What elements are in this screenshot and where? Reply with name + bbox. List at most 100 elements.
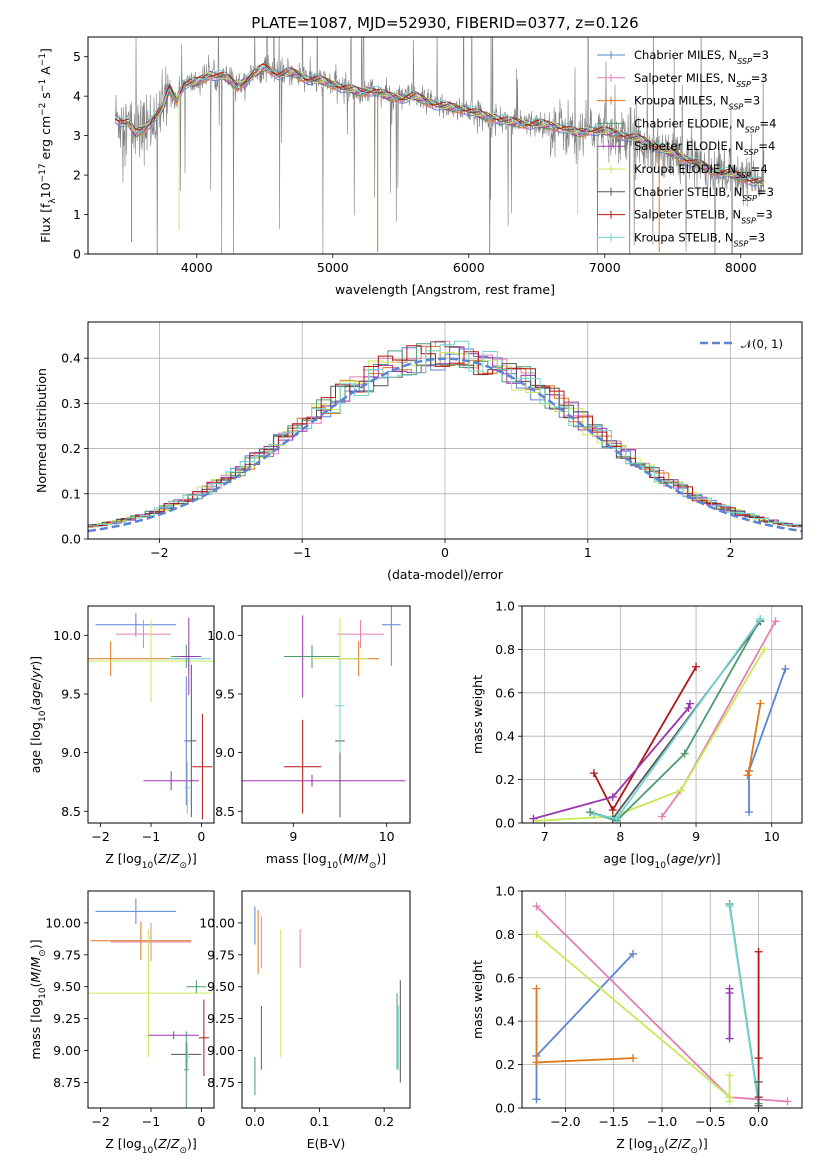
mass_weight_vs_Z-ytick-label: 0.8 [495,927,515,942]
mass_weight_vs_age-data-group [529,615,790,823]
mass_weight_vs_Z-xlabel-part: )] [698,1136,708,1151]
legend-label-part: Kroupa ELODIE, N [634,162,736,176]
legend-label-part: Salpeter STELIB, N [634,208,741,222]
mass_weight_vs_age-point-salpeter_stelib [608,805,617,814]
mass_weight_vs_Z-xtick-label: −0.5 [695,1114,725,1129]
mass_weight_vs_age-xlabel-part: )] [711,851,721,866]
mass_vs_Z-ytick-label: 8.75 [53,1075,81,1090]
residuals-xlabel: (data-model)/error [387,567,504,582]
mass_weight_vs_Z-point-chabrier_stelib [754,1101,763,1108]
legend-label-part: Salpeter ELODIE, N [634,139,744,153]
legend-label-part: SSP [737,57,752,66]
mass_vs_Z-ylabel-part: mass [log [28,999,43,1060]
age_vs_mass-axes-frame [241,605,411,824]
spectrum-ylabel-part: −1 [38,79,48,92]
legend-label-part: SSP [744,148,759,157]
residuals-xtick-label: 0 [441,545,449,560]
mass_weight_vs_age-point-salpeter_stelib [692,662,701,671]
mass_vs_ebv-data-group [254,906,401,1096]
mass_weight_vs_age-xlabel: age [log10(age/yr)] [603,851,720,871]
mass_vs_ebv-ytick-label: 9.50 [207,979,235,994]
age_vs_mass-xlabel-part: ⊙ [369,861,377,871]
mass_weight_vs_Z-xtick-label: −1.5 [599,1114,629,1129]
mass_vs_Z-xtick-label: 0 [197,1114,205,1129]
spectrum-ylabel-part: λ [48,198,58,204]
mass_weight_vs_Z-point-kroupa_stelib [725,902,734,911]
legend-label-part: SSP [745,125,760,134]
residuals-legend: 𝒩(0, 1) [700,337,783,351]
spectrum-xtick-label: 6000 [453,260,485,275]
mass_weight_vs_age-point-salpeter_elodie [684,703,693,712]
residuals-frame: −2 −1 0 1 2 0.0 0.1 0.2 0.3 0.4 [61,321,803,560]
mass_weight_vs_Z-xlabel-part: ⊙ [690,1146,698,1156]
mass_vs_ebv-xlabel: E(B-V) [307,1136,346,1151]
mass_weight_vs_age-point-salpeter_elodie [608,792,617,801]
spectrum-legend-label: Salpeter ELODIE, NSSP=4 [634,139,775,157]
mass_weight_vs_Z-ytick-label: 1.0 [495,884,515,899]
age_vs_mass-xtick-label: 10 [379,829,395,844]
age_vs_mass-ytick-label: 9.0 [215,745,235,760]
mass_vs_ebv-axes-frame [241,890,411,1109]
spectrum-model-chabrier_stelib [114,62,765,184]
mass_vs_ebv-xtick-label: 0.2 [374,1114,394,1129]
legend-label-part: SSP [742,193,757,202]
mass_weight_vs_age-point-chabrier_miles [781,664,790,673]
spectrum-ylabel-part: −1 [38,53,48,66]
mass_weight_vs_Z-ytick-label: 0.4 [495,1014,515,1029]
age_vs_Z-data-group [88,613,214,820]
age_vs_Z-ylabel-part: ( [28,706,43,711]
mass_weight_vs_age-point-chabrier_elodie [680,749,689,758]
spectrum-ytick-label: 4 [73,89,81,104]
mass_weight_vs_Z-ytick-label: 0.6 [495,970,515,985]
spectrum-legend-label: Kroupa MILES, NSSP=3 [634,94,760,112]
mass_vs_Z-ylabel-part: M [28,956,43,967]
mass_vs_ebv-ytick-label: 10.00 [199,915,235,930]
age_vs_mass-xlabel-part: )] [376,851,386,866]
age_vs_Z-xtick-label: −2 [91,829,109,844]
mass_weight_vs_age-ylabel: mass weight [470,675,485,754]
mass_vs_Z-xlabel-part: Z [log [105,1136,141,1151]
legend-label-part: SSP [741,216,756,225]
age_vs_Z-xtick-label: 0 [197,829,205,844]
mass_weight_vs_age-ytick-label: 0.6 [495,685,515,700]
age_vs_Z-xlabel-part: Z [log [105,851,141,866]
legend-label-part: =3 [756,208,773,222]
mass_vs_Z-ylabel: mass [log10(M/M⊙)] [28,939,48,1059]
age_vs_Z-ytick-label: 10.0 [53,628,81,643]
legend-label-part: Chabrier STELIB, N [634,185,742,199]
residuals-xtick-label: −1 [293,545,311,560]
age_vs_Z-ylabel-part: yr [28,665,43,679]
spectrum-ytick-label: 1 [73,207,81,222]
residuals-data-group [88,340,802,533]
age_vs_mass-xlabel: mass [log10(M/M⊙)] [266,851,386,871]
mass_weight_vs_Z-point-salpeter_miles [532,902,541,911]
mass_vs_Z-ylabel-part: )] [28,939,43,949]
legend-label-part: =3 [748,230,765,244]
age_vs_mass-ytick-label: 10.0 [207,628,235,643]
mass_weight_vs_age-xlabel-part: yr [697,851,711,866]
mass_weight_vs_age-point-kroupa_stelib [589,810,598,819]
mass_weight_vs_age-point-salpeter_stelib [589,769,598,778]
age_vs_mass-frame: 9 10 8.5 9.0 9.5 10.0 [207,605,411,844]
spectrum-legend-label: Kroupa STELIB, NSSP=3 [634,230,765,248]
mass_weight_vs_Z-xlabel: Z [log10(Z/Z⊙)] [616,1136,708,1156]
residuals-ytick-label: 0.0 [61,532,81,547]
mass_vs_ebv-xtick-label: 0.1 [310,1114,330,1129]
mass_weight_vs_Z-xtick-label: −1.0 [647,1114,677,1129]
mass_vs_Z-xtick-label: −2 [91,1114,109,1129]
legend-label-part: SSP [736,79,751,88]
age_vs_Z-frame: −2 −1 0 8.5 9.0 9.5 10.0 [53,605,215,844]
mass_weight_vs_Z-xlabel-part: Z [668,1136,678,1151]
age_vs_Z-ytick-label: 9.0 [61,745,81,760]
spectrum-legend-label: Chabrier STELIB, NSSP=3 [634,185,774,203]
age_vs_mass-ytick-label: 8.5 [215,804,235,819]
age_vs_Z-xlabel-part: / [167,851,172,866]
spectrum-xtick-label: 5000 [317,260,349,275]
mass_weight_vs_age-point-salpeter_elodie [686,699,694,708]
age_vs_mass-ytick-label: 9.5 [215,686,235,701]
mass_weight_vs_age-series-salpeter_elodie [533,703,691,820]
legend-label-part: Salpeter MILES, N [634,71,736,85]
age_vs_Z-xlabel: Z [log10(Z/Z⊙)] [105,851,197,871]
mass_weight_vs_age-point-salpeter_elodie [529,814,538,823]
